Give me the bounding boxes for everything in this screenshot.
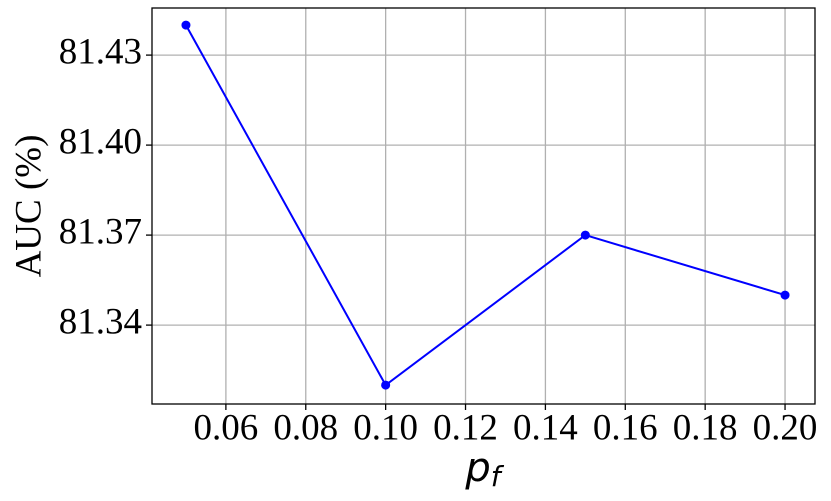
x-axis-label-base: p [464, 445, 490, 491]
x-tick-label: 0.12 [433, 407, 498, 448]
y-tick-label: 81.43 [59, 32, 142, 73]
y-axis-label: AUC (%) [8, 135, 49, 278]
x-tick-label: 0.08 [273, 407, 338, 448]
data-point [181, 20, 191, 30]
data-point [381, 380, 391, 390]
data-line [185, 24, 786, 387]
y-tick-label: 81.34 [59, 302, 142, 343]
x-tick-label: 0.20 [753, 407, 818, 448]
data-point [780, 290, 790, 300]
plot-frame [151, 7, 816, 405]
x-axis-label: pf [464, 445, 504, 493]
x-tick-label: 0.06 [194, 407, 259, 448]
x-tick-label: 0.18 [673, 407, 738, 448]
data-point [580, 230, 590, 240]
y-tick-label: 81.40 [59, 122, 142, 163]
x-tick-label: 0.10 [353, 407, 418, 448]
x-axis-label-sub: f [491, 460, 505, 493]
x-tick-label: 0.16 [593, 407, 658, 448]
y-tick-label: 81.37 [59, 212, 142, 253]
x-tick-label: 0.14 [513, 407, 578, 448]
